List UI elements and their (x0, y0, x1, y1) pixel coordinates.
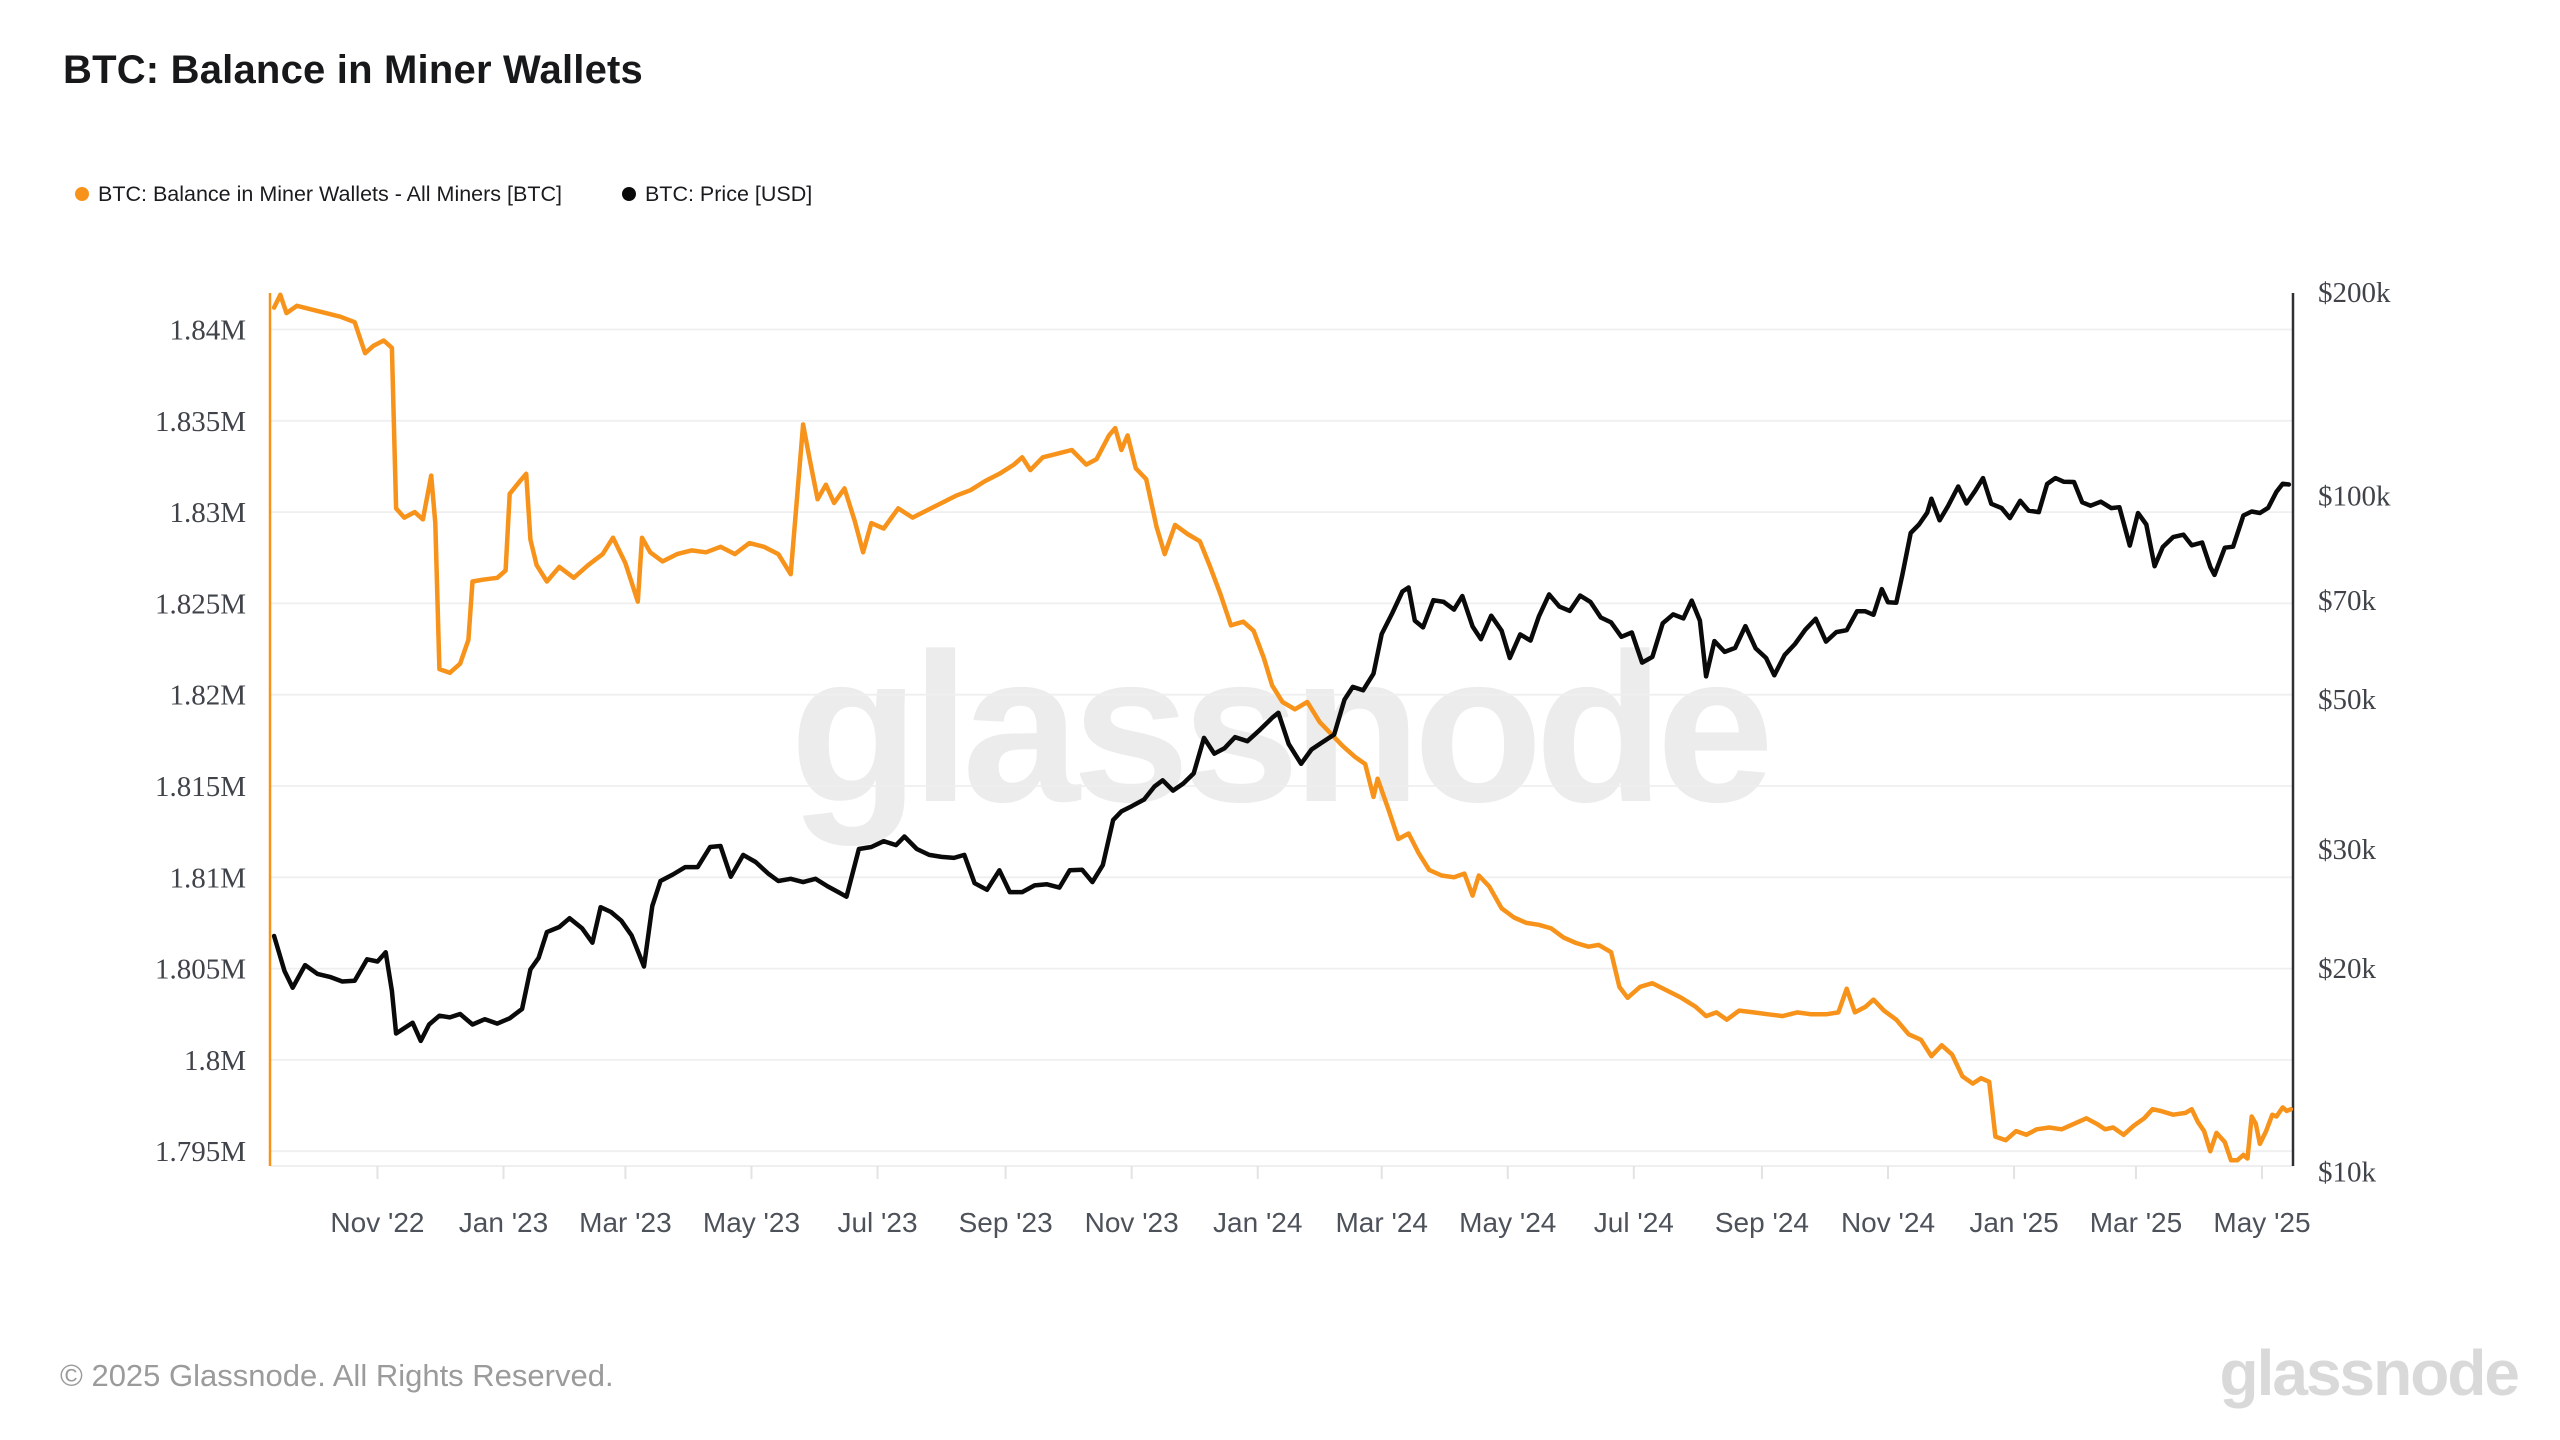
black-series-dot-icon (621, 187, 636, 201)
right-axis-tick-label: $200k (2318, 277, 2391, 309)
x-axis-tick-label: Nov '22 (330, 1207, 424, 1238)
x-axis-tick-label: May '24 (1459, 1207, 1556, 1238)
x-axis-tick-label: Mar '24 (1335, 1207, 1428, 1238)
legend-label-price: BTC: Price [USD] (644, 181, 813, 206)
page-title: BTC: Balance in Miner Wallets (63, 48, 643, 92)
btc-price-line (271, 475, 2292, 1044)
glassnode-logo: glassnode (2219, 1337, 2520, 1409)
x-axis-tick-label: Mar '23 (579, 1207, 672, 1238)
legend: BTC: Balance in Miner Wallets - All Mine… (75, 180, 812, 208)
left-axis-tick-label: 1.82M (169, 680, 246, 712)
left-axis-tick-label: 1.81M (169, 862, 246, 894)
x-axis-tick-label: Mar '25 (2090, 1207, 2183, 1238)
x-axis-tick-label: Jul '23 (837, 1207, 917, 1238)
right-axis-tick-label: $30k (2318, 834, 2377, 866)
orange-series-dot-icon (75, 187, 89, 201)
x-axis-tick-label: Jan '23 (459, 1207, 548, 1238)
left-axis-tick-label: 1.825M (155, 588, 246, 620)
x-axis-tick-label: Nov '24 (1841, 1207, 1935, 1238)
left-axis-tick-label: 1.805M (155, 954, 246, 986)
legend-label-miner-balance: BTC: Balance in Miner Wallets - All Mine… (98, 181, 562, 206)
x-axis-tick-label: Jan '24 (1213, 1207, 1302, 1238)
legend-item-miner-balance[interactable]: BTC: Balance in Miner Wallets - All Mine… (75, 182, 562, 207)
x-axis-tick-label: May '23 (703, 1207, 800, 1238)
right-axis-tick-label: $20k (2318, 953, 2377, 985)
copyright-text: © 2025 Glassnode. All Rights Reserved. (60, 1358, 614, 1393)
x-axis-tick-label: Jul '24 (1594, 1207, 1674, 1238)
legend-item-price[interactable]: BTC: Price [USD] (621, 181, 813, 207)
right-axis-tick-label: $50k (2318, 684, 2377, 716)
left-axis-tick-label: 1.815M (155, 771, 246, 803)
left-axis-tick-label: 1.795M (155, 1136, 246, 1168)
miner-balance-line (271, 292, 2294, 1163)
x-axis-tick-label: Jan '25 (1969, 1207, 2058, 1238)
right-axis-tick-label: $70k (2318, 585, 2377, 617)
left-axis-tick-label: 1.835M (155, 406, 246, 438)
left-axis-tick-label: 1.8M (184, 1045, 246, 1077)
x-axis-tick-label: May '25 (2213, 1207, 2310, 1238)
x-axis-tick-label: Nov '23 (1085, 1207, 1179, 1238)
left-axis-tick-label: 1.84M (169, 315, 246, 347)
x-axis-tick-label: Sep '24 (1715, 1207, 1809, 1238)
x-axis-tick-label: Sep '23 (959, 1207, 1053, 1238)
right-axis-tick-label: $10k (2318, 1156, 2377, 1188)
right-axis-tick-label: $100k (2318, 480, 2391, 512)
left-axis-tick-label: 1.83M (169, 497, 246, 529)
